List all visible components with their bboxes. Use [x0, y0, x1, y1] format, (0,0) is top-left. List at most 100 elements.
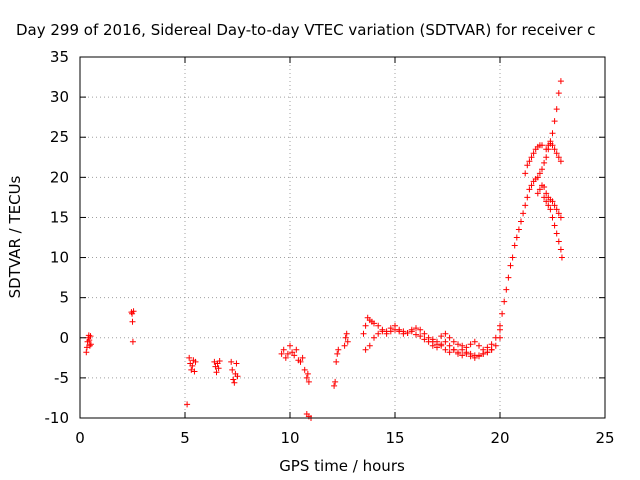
data-point	[555, 90, 562, 97]
data-point	[304, 370, 311, 377]
data-point	[518, 218, 524, 225]
data-point	[301, 366, 308, 373]
data-point	[297, 358, 304, 365]
data-point	[392, 326, 398, 333]
data-point	[471, 338, 478, 345]
data-point	[387, 328, 394, 335]
data-point	[541, 194, 548, 201]
data-point	[551, 146, 558, 153]
data-point	[421, 336, 428, 343]
data-point	[216, 358, 223, 365]
data-point	[553, 206, 560, 213]
data-point	[520, 210, 527, 217]
data-point	[549, 130, 556, 137]
data-point	[287, 342, 293, 349]
data-point	[497, 334, 503, 341]
axis-ticks	[79, 56, 606, 419]
data-point	[558, 254, 565, 261]
data-point	[191, 368, 198, 375]
data-point	[184, 401, 191, 408]
data-point	[536, 186, 543, 193]
data-point	[557, 246, 564, 253]
data-point	[524, 162, 531, 169]
data-point	[333, 358, 340, 365]
data-point	[192, 358, 199, 365]
data-point	[280, 346, 287, 353]
data-point	[229, 366, 236, 373]
data-point	[488, 346, 495, 353]
data-point	[278, 350, 285, 357]
data-point	[371, 320, 377, 327]
data-point	[455, 350, 461, 357]
data-points	[83, 78, 565, 421]
data-point	[492, 342, 499, 349]
data-point	[341, 342, 348, 349]
data-point	[87, 341, 94, 348]
y-tick-label: 15	[50, 208, 69, 226]
data-point	[528, 182, 535, 189]
data-point	[534, 190, 541, 197]
data-point	[467, 353, 474, 360]
data-point	[334, 350, 341, 357]
y-tick-labels: -10 -5 0 5 10 15 20 25 30 35	[45, 48, 70, 427]
data-point	[553, 106, 560, 113]
data-point	[524, 194, 531, 201]
y-tick-label: 20	[50, 168, 69, 186]
data-point	[476, 352, 482, 359]
data-point	[543, 190, 550, 197]
data-point	[557, 214, 564, 221]
data-point	[553, 230, 560, 237]
data-point	[549, 198, 556, 205]
data-point	[476, 342, 482, 349]
data-point	[522, 202, 529, 209]
data-point	[215, 365, 222, 372]
data-point	[421, 330, 428, 337]
data-point	[446, 334, 453, 341]
data-point	[429, 338, 436, 345]
data-point	[305, 378, 312, 385]
data-point	[129, 338, 136, 345]
data-point	[513, 234, 520, 241]
data-point	[442, 330, 449, 337]
data-point	[130, 308, 137, 315]
x-tick-label: 10	[280, 429, 299, 447]
data-point	[551, 222, 558, 229]
x-tick-label: 15	[385, 429, 404, 447]
data-point	[189, 362, 196, 369]
data-point	[480, 350, 487, 357]
data-point	[231, 379, 238, 386]
grid	[80, 57, 605, 418]
data-point	[86, 337, 93, 344]
data-point	[503, 286, 510, 293]
data-point	[375, 330, 382, 337]
data-point	[417, 326, 424, 333]
data-point	[551, 202, 558, 209]
data-point	[299, 354, 306, 361]
data-point	[438, 342, 445, 349]
x-tick-labels: 0 5 10 15 20 25	[75, 429, 614, 447]
data-point	[543, 198, 550, 205]
data-point	[211, 358, 218, 365]
y-axis-label: SDTVAR / TECUs	[6, 175, 24, 298]
data-point	[417, 333, 424, 340]
data-point	[438, 333, 445, 340]
y-tick-label: 25	[50, 128, 69, 146]
data-point	[360, 330, 367, 337]
data-point	[371, 334, 377, 341]
data-point	[282, 354, 289, 361]
data-point	[228, 358, 235, 365]
x-tick-label: 20	[490, 429, 509, 447]
y-tick-label: -10	[45, 409, 70, 427]
data-point	[526, 186, 533, 193]
data-point	[541, 159, 548, 166]
data-point	[526, 158, 533, 165]
data-point	[543, 154, 550, 161]
data-point	[450, 346, 457, 353]
data-point	[331, 382, 338, 389]
y-tick-label: 10	[50, 249, 69, 267]
data-point	[446, 342, 453, 349]
data-point	[539, 142, 545, 149]
data-point	[488, 341, 495, 348]
data-point	[511, 242, 518, 249]
data-point	[499, 310, 506, 317]
